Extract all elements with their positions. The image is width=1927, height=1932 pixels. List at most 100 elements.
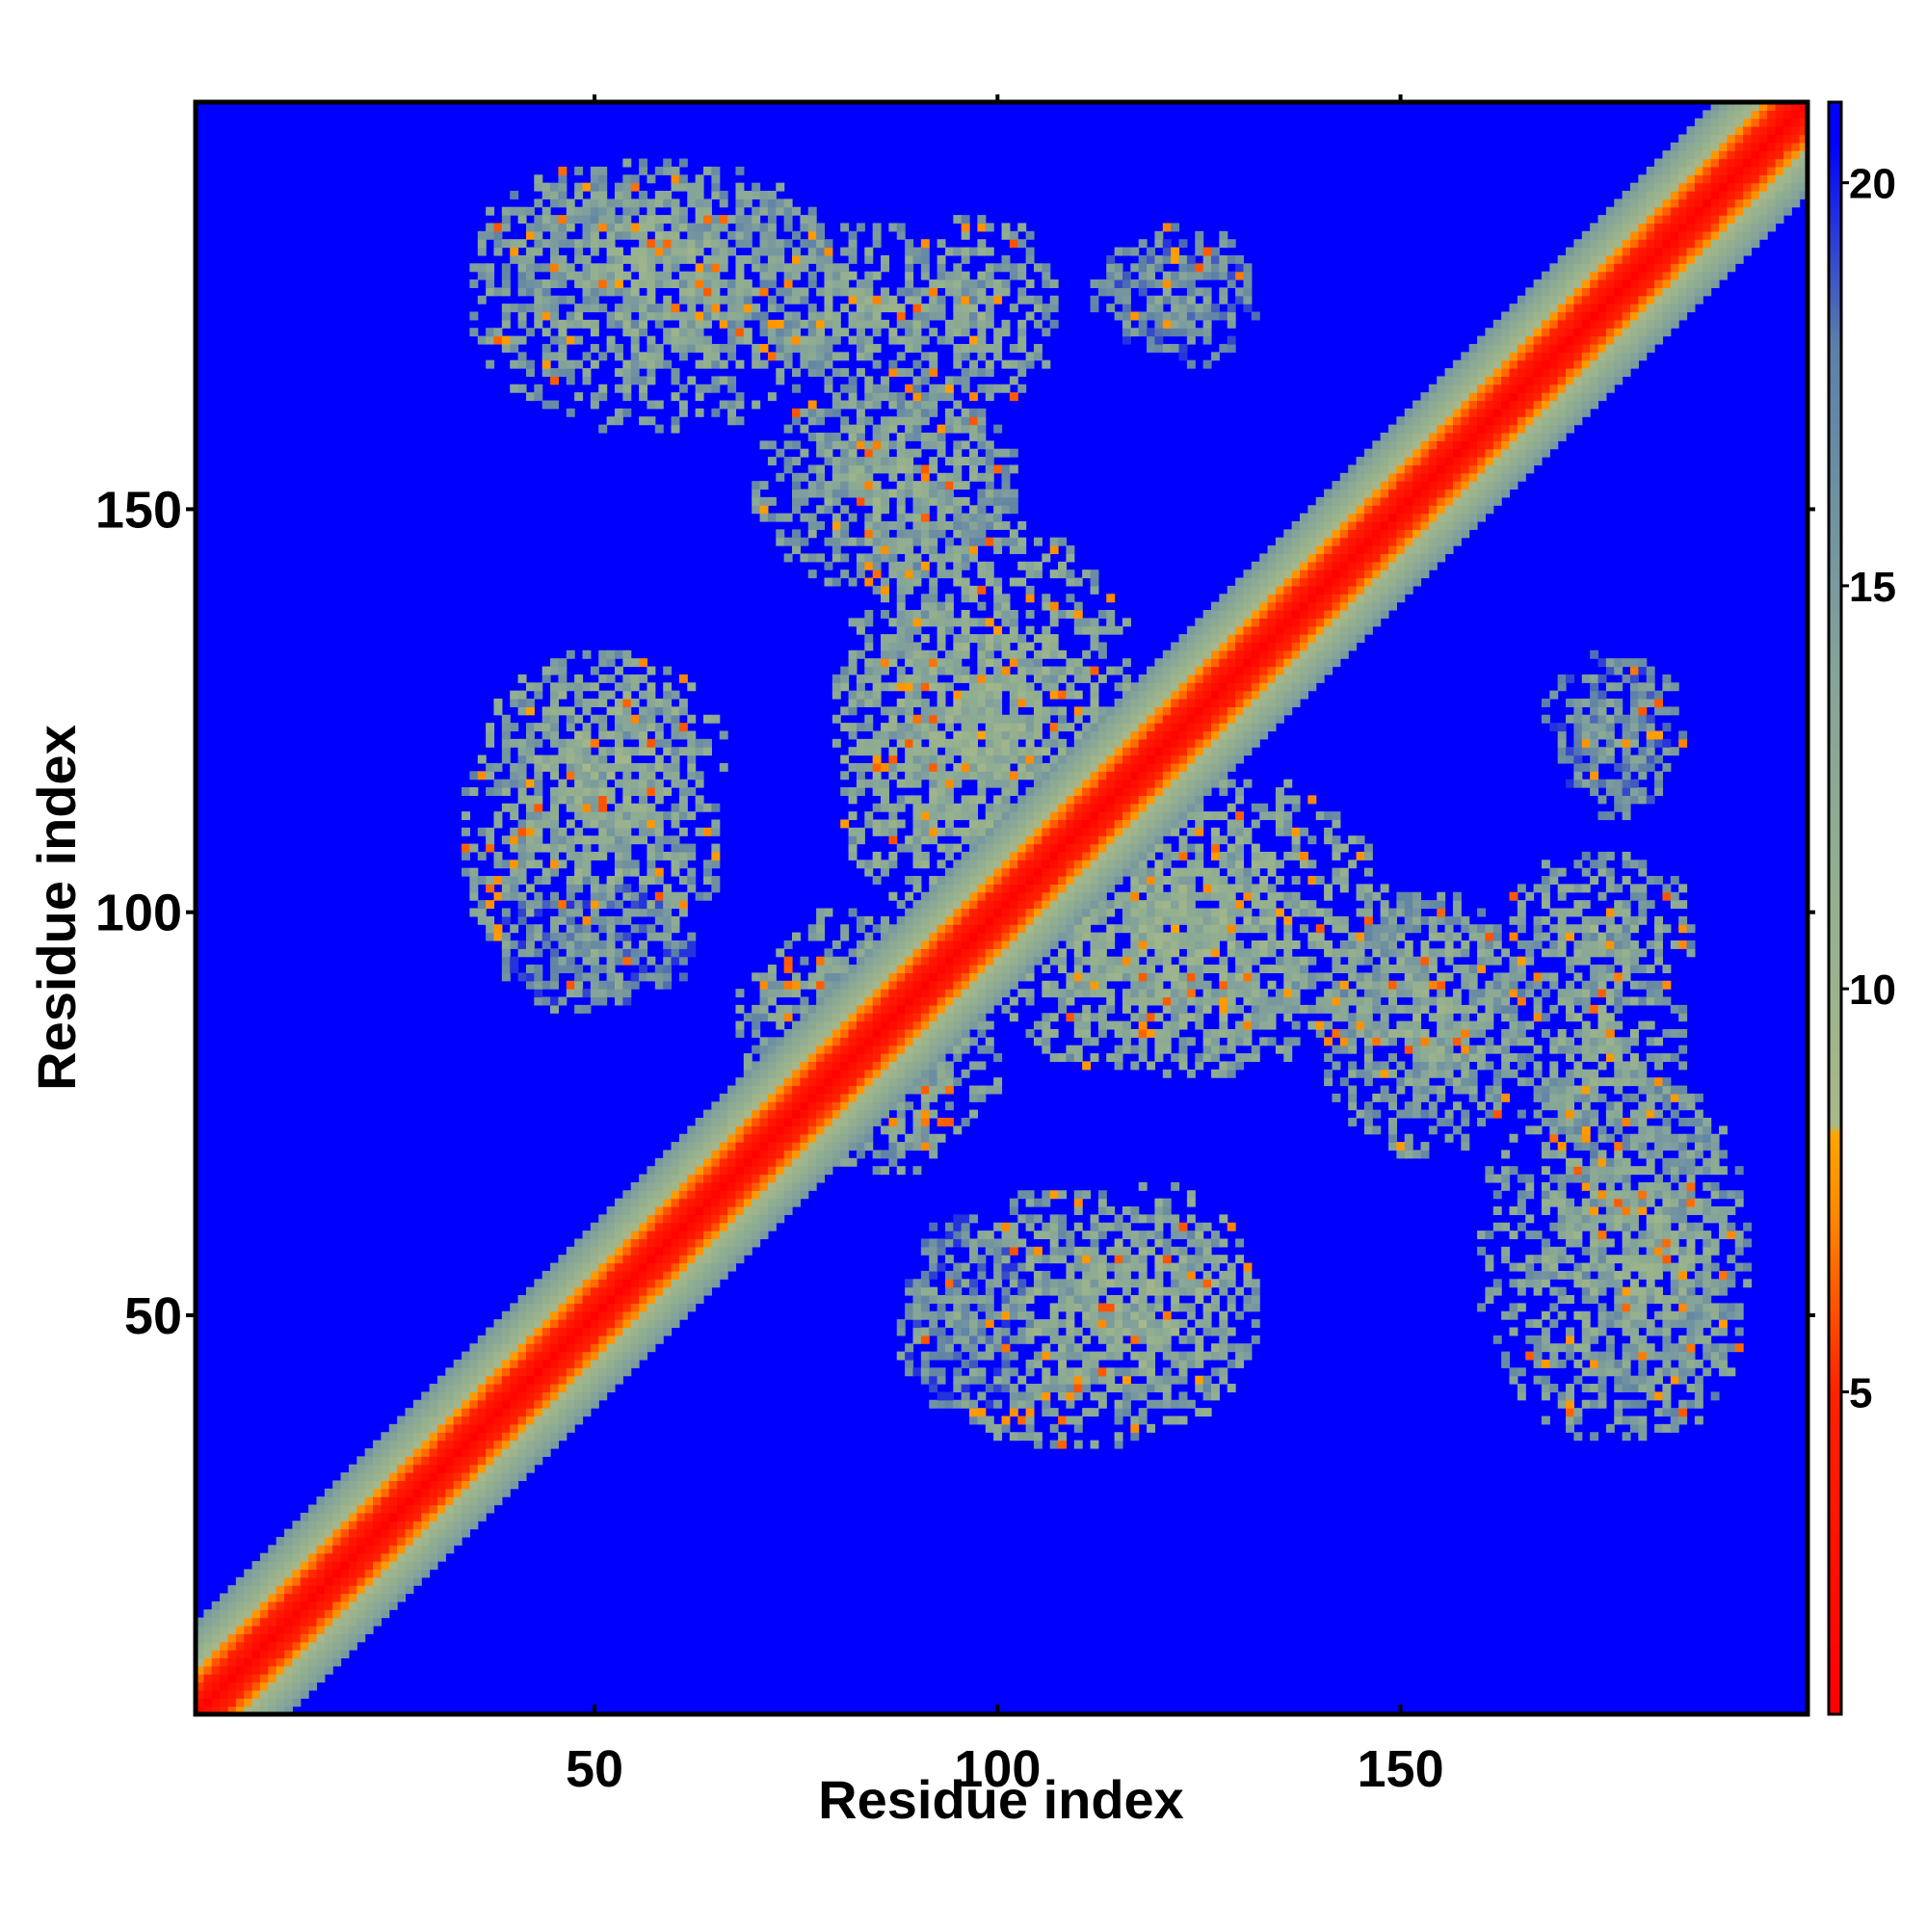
heatmap-cell: [711, 1231, 721, 1240]
heatmap-cell: [759, 1077, 769, 1087]
heatmap-cell: [824, 965, 833, 974]
heatmap-cell: [373, 1561, 382, 1571]
heatmap-cell: [961, 496, 970, 506]
heatmap-cell: [920, 408, 930, 417]
heatmap-cell: [969, 915, 978, 925]
heatmap-cell: [582, 1246, 592, 1256]
heatmap-cell: [510, 860, 519, 869]
heatmap-cell: [340, 1545, 350, 1554]
heatmap-cell: [864, 1013, 874, 1022]
heatmap-cell: [881, 1093, 889, 1102]
heatmap-cell: [606, 198, 616, 208]
heatmap-cell: [944, 956, 954, 966]
heatmap-cell: [912, 1295, 922, 1304]
heatmap-cell: [622, 762, 632, 772]
heatmap-cell: [905, 1367, 914, 1377]
heatmap-cell: [566, 1286, 575, 1296]
heatmap-cell: [606, 1279, 616, 1288]
heatmap-cell: [856, 771, 865, 781]
heatmap-cell: [541, 279, 551, 288]
heatmap-cell: [969, 948, 978, 958]
heatmap-cell: [590, 965, 599, 974]
heatmap-cell: [752, 1085, 761, 1095]
heatmap-cell: [574, 924, 584, 934]
heatmap-cell: [767, 215, 777, 225]
heatmap-cell: [872, 924, 882, 934]
heatmap-cell: [711, 860, 721, 869]
heatmap-cell: [574, 699, 584, 707]
heatmap-cell: [501, 754, 511, 764]
heatmap-cell: [687, 1295, 697, 1304]
heatmap-cell: [961, 876, 970, 885]
heatmap-cell: [550, 771, 560, 781]
heatmap-cell: [622, 699, 632, 707]
heatmap-cell: [752, 311, 761, 321]
heatmap-cell: [752, 1117, 761, 1126]
heatmap-cell: [687, 287, 697, 297]
heatmap-cell: [920, 311, 930, 321]
heatmap-cell: [824, 359, 833, 369]
heatmap-cell: [663, 1198, 673, 1207]
heatmap-cell: [840, 706, 850, 716]
heatmap-cell: [639, 271, 648, 280]
heatmap-cell: [550, 843, 560, 853]
heatmap-cell: [727, 230, 737, 240]
heatmap-cell: [445, 1528, 455, 1538]
heatmap-cell: [663, 1150, 673, 1159]
heatmap-cell: [896, 1085, 906, 1095]
heatmap-cell: [235, 1641, 245, 1651]
heatmap-cell: [719, 1270, 728, 1280]
heatmap-cell: [598, 304, 608, 313]
heatmap-cell: [953, 416, 963, 426]
heatmap-cell: [848, 1045, 858, 1054]
heatmap-cell: [961, 279, 970, 288]
heatmap-cell: [759, 1222, 769, 1231]
heatmap-cell: [678, 706, 688, 716]
heatmap-cell: [582, 989, 592, 998]
heatmap-cell: [647, 174, 656, 184]
heatmap-cell: [227, 1657, 237, 1667]
heatmap-cell: [590, 1279, 599, 1288]
heatmap-cell: [783, 328, 793, 337]
heatmap-cell: [881, 956, 889, 966]
heatmap-cell: [462, 1456, 471, 1466]
heatmap-cell: [462, 1512, 471, 1522]
heatmap-cell: [622, 723, 632, 732]
heatmap-cell: [671, 706, 680, 716]
heatmap-cell: [300, 1545, 309, 1554]
heatmap-cell: [824, 1109, 833, 1119]
heatmap-cell: [961, 827, 970, 836]
heatmap-cell: [614, 867, 623, 877]
heatmap-cell: [937, 239, 946, 249]
heatmap-cell: [824, 1045, 833, 1054]
heatmap-cell: [663, 254, 673, 264]
heatmap-cell: [486, 263, 495, 273]
heatmap-cell: [598, 658, 608, 668]
heatmap-cell: [759, 1004, 769, 1014]
heatmap-cell: [944, 376, 954, 385]
heatmap-cell: [436, 1391, 446, 1401]
heatmap-cell: [776, 247, 785, 256]
heatmap-cell: [969, 416, 978, 426]
heatmap-cell: [905, 649, 914, 659]
heatmap-cell: [348, 1552, 357, 1562]
heatmap-cell: [881, 424, 889, 434]
heatmap-cell: [832, 965, 841, 974]
heatmap-cell: [227, 1650, 237, 1659]
heatmap-cell: [510, 247, 519, 256]
heatmap-cell: [590, 754, 599, 764]
heatmap-cell: [905, 932, 914, 941]
heatmap-cell: [654, 730, 664, 740]
heatmap-cell: [912, 956, 922, 966]
heatmap-cell: [622, 1190, 632, 1200]
heatmap-cell: [235, 1681, 245, 1691]
heatmap-cell: [566, 1359, 575, 1368]
heatmap-cell: [566, 408, 575, 417]
heatmap-cell: [840, 1028, 850, 1038]
heatmap-cell: [695, 295, 704, 304]
heatmap-cell: [477, 263, 487, 273]
heatmap-cell: [719, 1255, 728, 1264]
heatmap-cell: [824, 279, 833, 288]
heatmap-cell: [525, 254, 535, 264]
heatmap-cell: [373, 1585, 382, 1595]
